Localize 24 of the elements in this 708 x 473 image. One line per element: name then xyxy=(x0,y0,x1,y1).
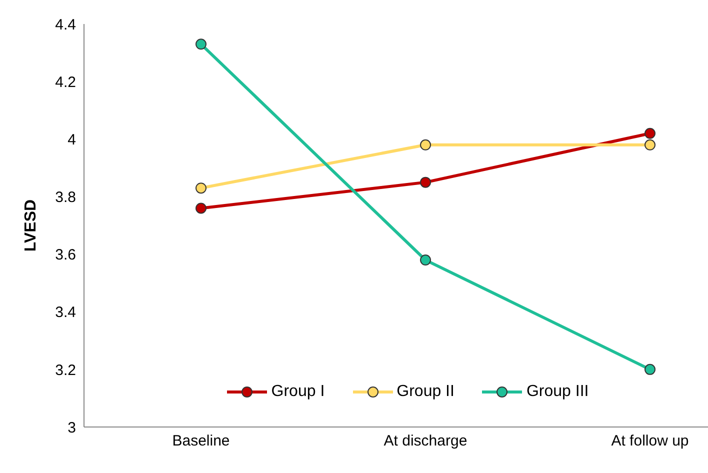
legend-label: Group I xyxy=(271,383,325,401)
point xyxy=(196,38,206,50)
point xyxy=(420,139,431,150)
point xyxy=(420,176,431,188)
y-tick-label: 4.4 xyxy=(55,16,76,34)
point xyxy=(644,364,656,375)
point xyxy=(420,254,431,266)
y-tick-label: 3 xyxy=(68,419,76,436)
legend-label: Group II xyxy=(396,383,454,401)
y-tick-label: 3.2 xyxy=(55,362,76,379)
x-tick-label: At follow up xyxy=(611,432,689,450)
y-axis-title: LVESD xyxy=(22,199,40,252)
y-tick-label: 3.8 xyxy=(55,189,76,206)
x-tick-label: Baseline xyxy=(172,432,230,450)
y-tick-label: 3.6 xyxy=(55,246,76,264)
point xyxy=(196,182,206,194)
y-tick-label: 4 xyxy=(68,131,76,148)
point xyxy=(196,202,206,214)
point xyxy=(644,139,656,150)
y-tick-label: 3.4 xyxy=(55,304,76,322)
x-tick-label: At discharge xyxy=(384,432,468,450)
y-tick-label: 4.2 xyxy=(55,74,76,91)
legend-label: Group III xyxy=(526,383,589,401)
point xyxy=(644,128,656,139)
